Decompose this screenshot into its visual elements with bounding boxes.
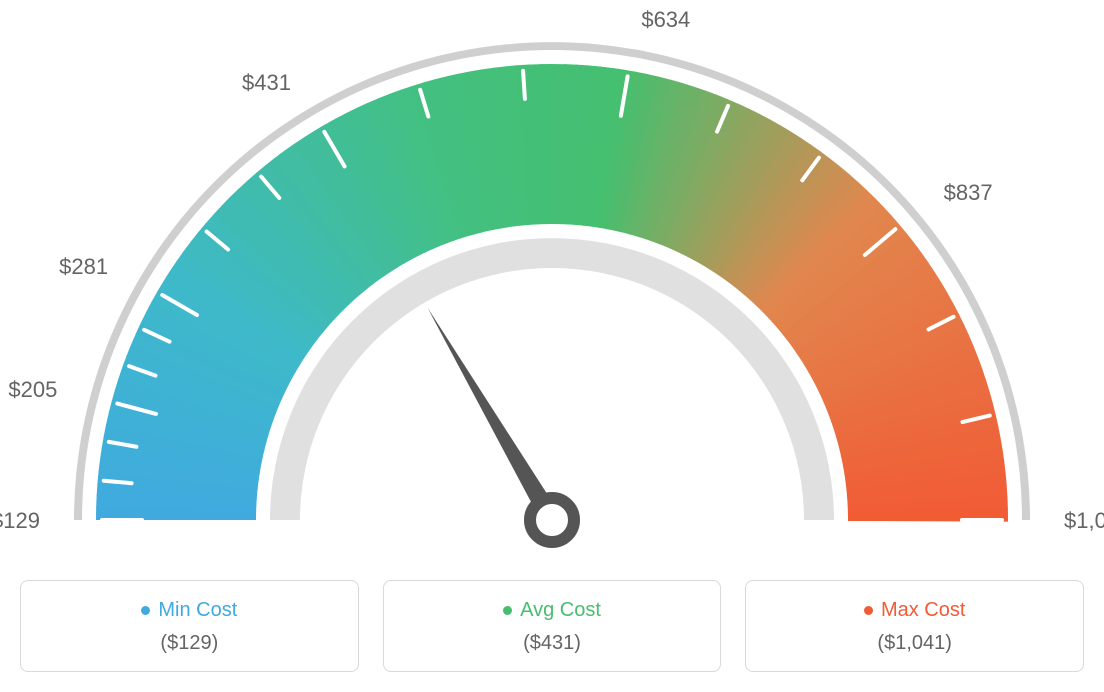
gauge-tick-label: $431 <box>242 70 291 96</box>
legend-row: Min Cost ($129) Avg Cost ($431) Max Cost… <box>20 580 1084 672</box>
legend-title-max: Max Cost <box>864 599 965 622</box>
legend-dot-max <box>864 606 873 615</box>
cost-gauge: $129$205$281$431$634$837$1,041 <box>20 20 1084 560</box>
legend-value-max: ($1,041) <box>756 632 1073 655</box>
legend-value-min: ($129) <box>31 632 348 655</box>
gauge-tick-label: $205 <box>8 377 57 403</box>
legend-title-avg: Avg Cost <box>503 599 601 622</box>
legend-label-min: Min Cost <box>158 599 237 622</box>
legend-card-avg: Avg Cost ($431) <box>383 580 722 672</box>
legend-dot-min <box>141 606 150 615</box>
legend-label-max: Max Cost <box>881 599 965 622</box>
legend-label-avg: Avg Cost <box>520 599 601 622</box>
legend-title-min: Min Cost <box>141 599 237 622</box>
gauge-tick-label: $129 <box>0 508 40 534</box>
legend-card-max: Max Cost ($1,041) <box>745 580 1084 672</box>
gauge-svg <box>20 20 1084 560</box>
gauge-tick-label: $1,041 <box>1064 508 1104 534</box>
legend-card-min: Min Cost ($129) <box>20 580 359 672</box>
gauge-tick-label: $837 <box>944 180 993 206</box>
legend-value-avg: ($431) <box>394 632 711 655</box>
legend-dot-avg <box>503 606 512 615</box>
gauge-tick-label: $281 <box>59 254 108 280</box>
gauge-tick-label: $634 <box>641 7 690 33</box>
